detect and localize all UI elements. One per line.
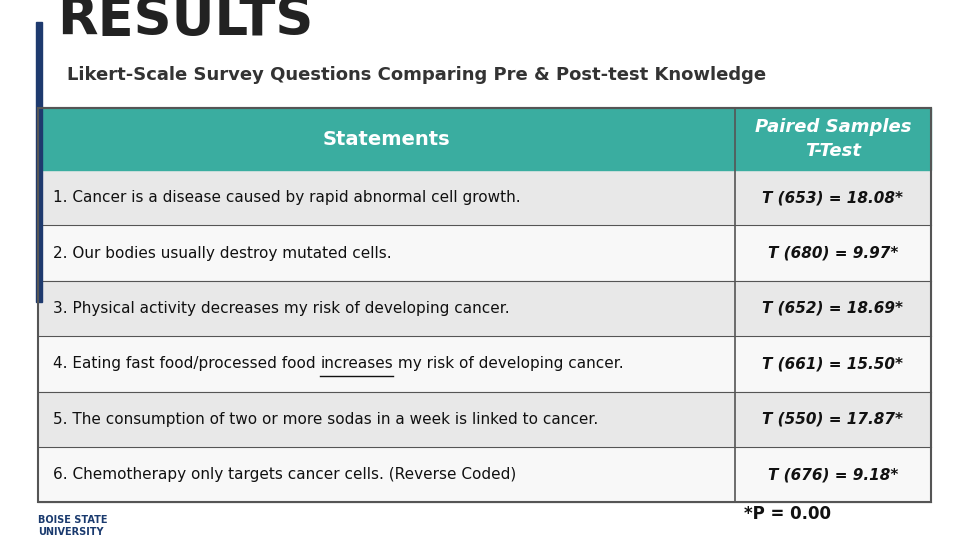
Bar: [38, 336, 931, 392]
Text: 3. Physical activity decreases my risk of developing cancer.: 3. Physical activity decreases my risk o…: [53, 301, 510, 316]
Bar: [38, 108, 931, 502]
Text: RESULTS: RESULTS: [58, 0, 314, 46]
Text: 6. Chemotherapy only targets cancer cells. (Reverse Coded): 6. Chemotherapy only targets cancer cell…: [53, 467, 516, 482]
Text: 5. The consumption of two or more sodas in a week is linked to cancer.: 5. The consumption of two or more sodas …: [53, 411, 598, 427]
Text: increases: increases: [321, 356, 393, 372]
Text: my risk of developing cancer.: my risk of developing cancer.: [393, 356, 624, 372]
Text: 1. Cancer is a disease caused by rapid abnormal cell growth.: 1. Cancer is a disease caused by rapid a…: [53, 190, 520, 205]
Text: T (661) = 15.50*: T (661) = 15.50*: [762, 356, 903, 372]
Text: BOISE STATE
UNIVERSITY: BOISE STATE UNIVERSITY: [38, 515, 108, 537]
Text: Paired Samples
T-Test: Paired Samples T-Test: [755, 118, 911, 160]
Bar: [38, 392, 931, 447]
Bar: [38, 170, 931, 226]
Text: T (680) = 9.97*: T (680) = 9.97*: [768, 246, 899, 261]
Text: T (676) = 9.18*: T (676) = 9.18*: [768, 467, 899, 482]
Text: T (653) = 18.08*: T (653) = 18.08*: [762, 190, 903, 205]
Bar: [38, 108, 931, 170]
Bar: [38, 226, 931, 281]
Bar: [38, 281, 931, 336]
Text: T (550) = 17.87*: T (550) = 17.87*: [762, 411, 903, 427]
Text: T (652) = 18.69*: T (652) = 18.69*: [762, 301, 903, 316]
Text: Statements: Statements: [323, 130, 450, 148]
Bar: [36, 22, 42, 302]
Text: Likert-Scale Survey Questions Comparing Pre & Post-test Knowledge: Likert-Scale Survey Questions Comparing …: [67, 66, 766, 84]
Bar: [38, 447, 931, 502]
Text: 2. Our bodies usually destroy mutated cells.: 2. Our bodies usually destroy mutated ce…: [53, 246, 392, 261]
Text: 4. Eating fast food/processed food: 4. Eating fast food/processed food: [53, 356, 321, 372]
Text: *P = 0.00: *P = 0.00: [744, 505, 831, 523]
